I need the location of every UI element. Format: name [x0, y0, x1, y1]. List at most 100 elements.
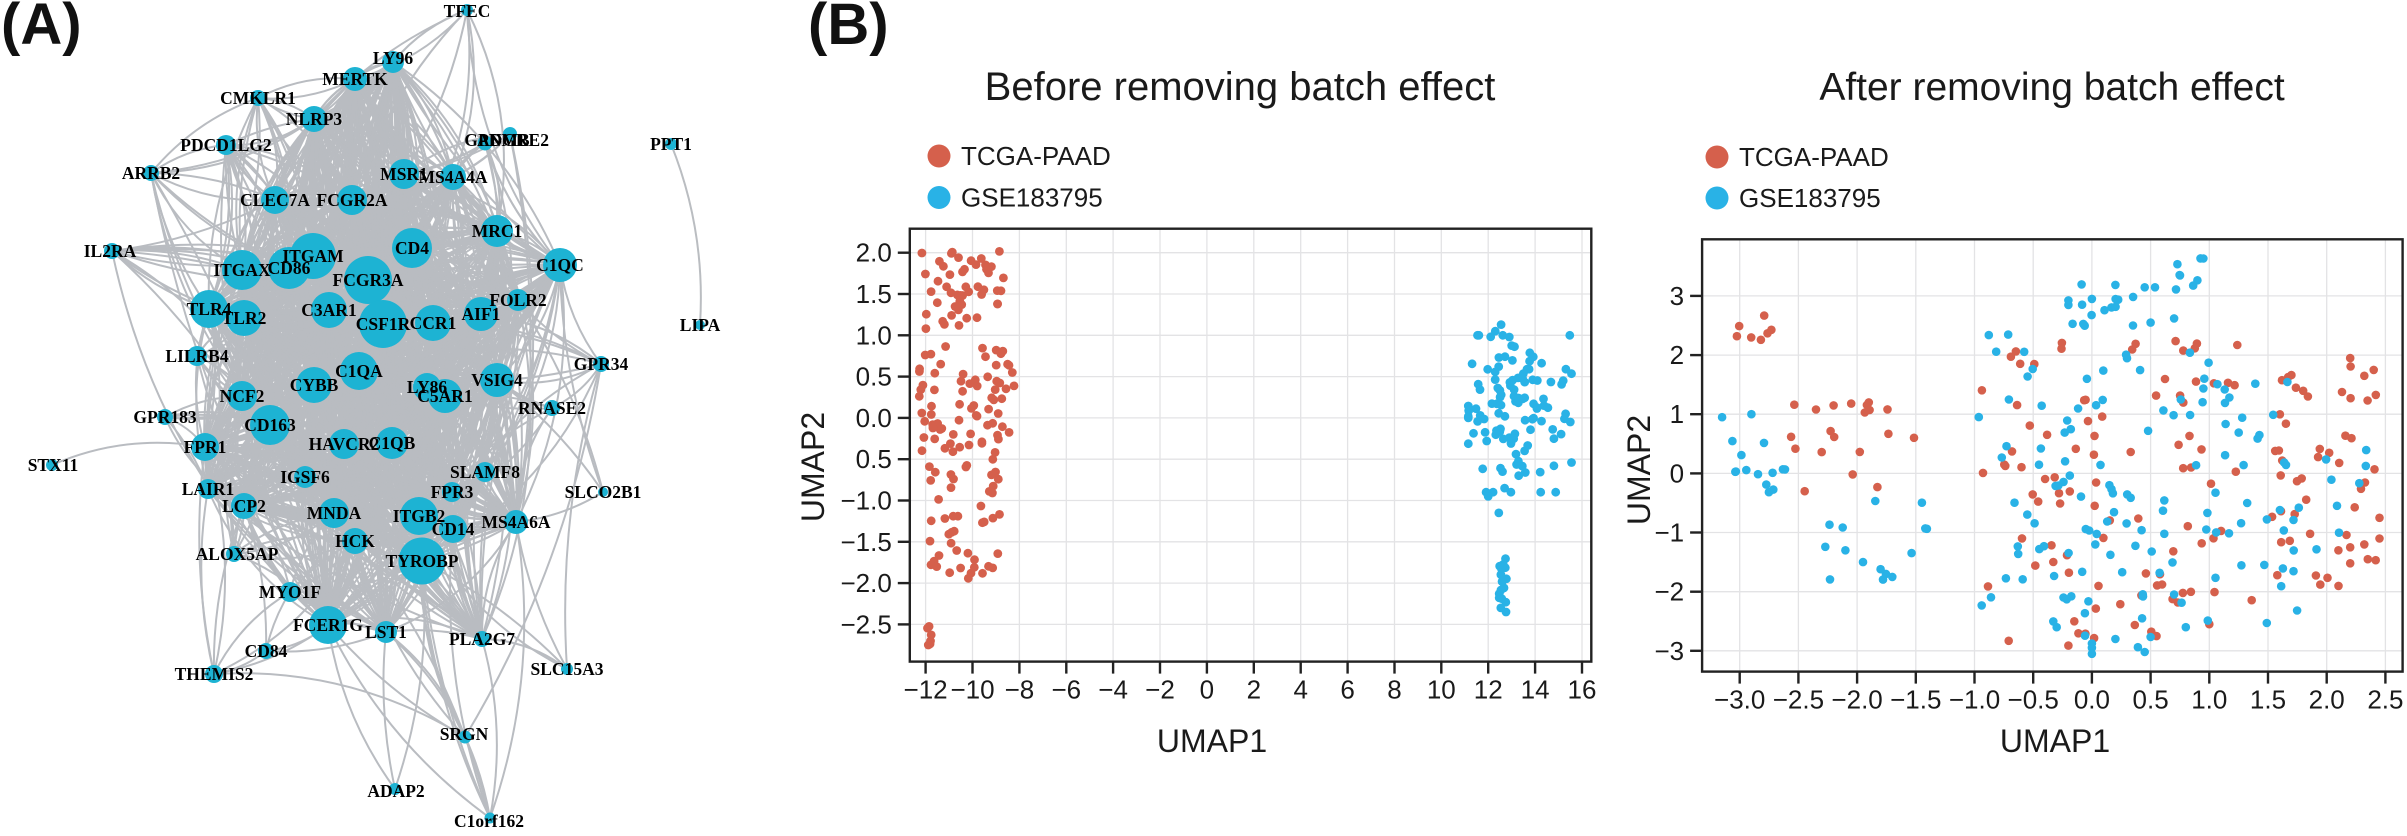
- svg-text:TCGA-PAAD: TCGA-PAAD: [1739, 142, 1889, 172]
- svg-text:2: 2: [1670, 340, 1684, 370]
- svg-text:0.5: 0.5: [2133, 685, 2169, 715]
- svg-text:ITGB2: ITGB2: [393, 506, 446, 526]
- svg-text:1.5: 1.5: [856, 279, 892, 309]
- svg-text:−0.5: −0.5: [2008, 685, 2059, 715]
- svg-text:TYROBP: TYROBP: [386, 551, 459, 571]
- svg-text:C1orf162: C1orf162: [454, 811, 524, 831]
- svg-text:−3: −3: [1654, 636, 1684, 666]
- svg-text:MS4A4A: MS4A4A: [418, 167, 487, 187]
- svg-text:SLC15A3: SLC15A3: [531, 659, 604, 679]
- svg-text:TLR2: TLR2: [222, 308, 267, 328]
- svg-text:CD4: CD4: [395, 238, 429, 258]
- svg-text:12: 12: [1474, 675, 1503, 705]
- svg-text:0.0: 0.0: [856, 403, 892, 433]
- svg-text:IGSF6: IGSF6: [280, 467, 330, 487]
- svg-text:0.0: 0.0: [2074, 685, 2110, 715]
- svg-text:LAIR1: LAIR1: [182, 479, 235, 499]
- svg-text:−2.0: −2.0: [1831, 685, 1882, 715]
- svg-text:−1.5: −1.5: [840, 527, 891, 557]
- svg-text:2.5: 2.5: [2367, 685, 2403, 715]
- svg-text:−10: −10: [950, 675, 994, 705]
- svg-text:GSE183795: GSE183795: [1739, 183, 1881, 213]
- svg-text:LILRB4: LILRB4: [165, 346, 228, 366]
- svg-text:−1.0: −1.0: [1949, 685, 2000, 715]
- svg-text:4: 4: [1293, 675, 1307, 705]
- svg-text:−2: −2: [1654, 577, 1684, 607]
- svg-text:1.0: 1.0: [856, 320, 892, 350]
- svg-text:(A): (A): [1, 0, 82, 57]
- svg-text:UMAP2: UMAP2: [1621, 415, 1657, 525]
- svg-text:1.0: 1.0: [2191, 685, 2227, 715]
- svg-text:MERTK: MERTK: [322, 69, 388, 89]
- svg-text:GSE183795: GSE183795: [961, 183, 1103, 213]
- svg-text:NCF2: NCF2: [220, 386, 265, 406]
- svg-text:−8: −8: [1005, 675, 1035, 705]
- svg-text:AIF1: AIF1: [462, 304, 501, 324]
- svg-text:−2.0: −2.0: [840, 568, 891, 598]
- svg-text:C1QA: C1QA: [335, 361, 383, 381]
- svg-text:ITGAX: ITGAX: [213, 260, 271, 280]
- svg-text:ITGAM: ITGAM: [282, 246, 344, 266]
- svg-text:−12: −12: [904, 675, 948, 705]
- svg-text:HCK: HCK: [335, 531, 375, 551]
- svg-text:−1: −1: [1654, 518, 1684, 548]
- svg-text:SLAMF8: SLAMF8: [450, 462, 520, 482]
- svg-text:0: 0: [1670, 458, 1684, 488]
- svg-text:SLCO2B1: SLCO2B1: [565, 482, 642, 502]
- svg-text:GPR183: GPR183: [133, 407, 196, 427]
- svg-text:LY96: LY96: [373, 48, 413, 68]
- svg-text:−1.0: −1.0: [840, 486, 891, 516]
- svg-text:CLEC7A: CLEC7A: [240, 190, 310, 210]
- svg-text:HAVCR2: HAVCR2: [309, 434, 380, 454]
- svg-text:LCP2: LCP2: [222, 496, 266, 516]
- svg-text:VSIG4: VSIG4: [471, 370, 523, 390]
- svg-text:Before removing batch effect: Before removing batch effect: [985, 65, 1496, 109]
- svg-text:ADGRE2: ADGRE2: [477, 130, 549, 150]
- svg-text:ADAP2: ADAP2: [367, 781, 424, 801]
- svg-text:0: 0: [1200, 675, 1214, 705]
- svg-text:−2.5: −2.5: [840, 609, 891, 639]
- svg-text:LY86: LY86: [407, 377, 447, 397]
- svg-text:8: 8: [1387, 675, 1401, 705]
- svg-text:CMKLR1: CMKLR1: [220, 88, 296, 108]
- svg-text:MYO1F: MYO1F: [259, 582, 321, 602]
- svg-text:3: 3: [1670, 281, 1684, 311]
- svg-text:−1.5: −1.5: [1890, 685, 1941, 715]
- svg-text:UMAP2: UMAP2: [795, 412, 831, 522]
- svg-text:PLA2G7: PLA2G7: [449, 629, 515, 649]
- svg-text:FOLR2: FOLR2: [489, 290, 546, 310]
- svg-text:PPT1: PPT1: [650, 134, 692, 154]
- svg-text:GPNMB: GPNMB: [464, 130, 529, 150]
- svg-text:16: 16: [1568, 675, 1597, 705]
- svg-text:PDCD1LG2: PDCD1LG2: [180, 135, 271, 155]
- svg-text:MS4A6A: MS4A6A: [481, 512, 550, 532]
- svg-text:−4: −4: [1098, 675, 1128, 705]
- svg-text:CCR1: CCR1: [410, 313, 457, 333]
- svg-text:After removing batch effect: After removing batch effect: [1819, 66, 2285, 109]
- svg-text:−2.5: −2.5: [1773, 685, 1824, 715]
- svg-text:NLRP3: NLRP3: [286, 109, 343, 129]
- svg-text:1.5: 1.5: [2250, 685, 2286, 715]
- svg-text:IL2RA: IL2RA: [84, 241, 137, 261]
- svg-text:−3.0: −3.0: [1714, 685, 1765, 715]
- svg-text:CD84: CD84: [245, 641, 288, 661]
- svg-text:−6: −6: [1051, 675, 1081, 705]
- svg-text:6: 6: [1340, 675, 1354, 705]
- svg-text:ARRB2: ARRB2: [122, 163, 180, 183]
- svg-text:TCGA-PAAD: TCGA-PAAD: [961, 141, 1111, 171]
- svg-text:0.5: 0.5: [856, 444, 892, 474]
- svg-text:CD86: CD86: [268, 258, 311, 278]
- svg-text:MRC1: MRC1: [472, 221, 523, 241]
- svg-text:MNDA: MNDA: [307, 503, 362, 523]
- svg-text:C3AR1: C3AR1: [301, 300, 356, 320]
- svg-text:14: 14: [1521, 675, 1550, 705]
- svg-text:SRGN: SRGN: [440, 724, 489, 744]
- svg-text:UMAP1: UMAP1: [2000, 723, 2110, 759]
- svg-text:CYBB: CYBB: [290, 375, 339, 395]
- svg-text:ALOX5AP: ALOX5AP: [196, 544, 279, 564]
- svg-text:THEMIS2: THEMIS2: [175, 664, 254, 684]
- svg-text:CSF1R: CSF1R: [356, 314, 411, 334]
- svg-text:FPR3: FPR3: [431, 482, 474, 502]
- svg-text:FCGR2A: FCGR2A: [317, 190, 388, 210]
- svg-text:(B): (B): [808, 0, 889, 57]
